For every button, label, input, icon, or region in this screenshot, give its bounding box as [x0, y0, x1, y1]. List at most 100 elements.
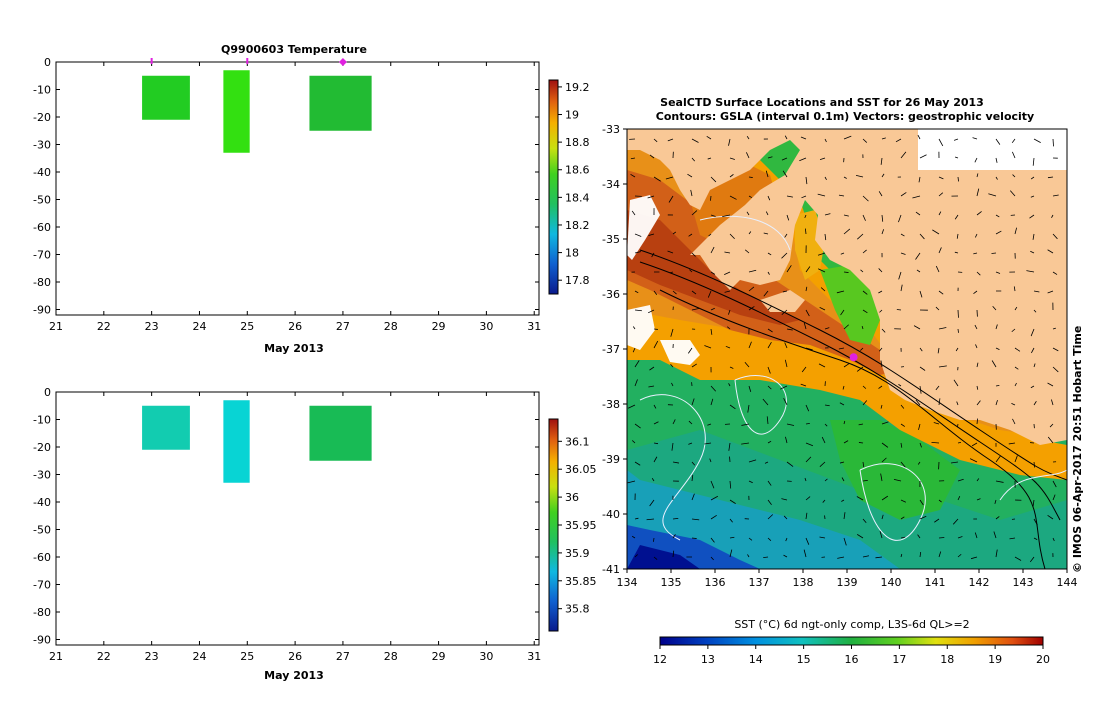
sst-colorbar-tick-label: 14: [749, 653, 763, 666]
lon-tick-label: 143: [1013, 576, 1034, 589]
profile-bar-2: [223, 400, 249, 483]
sst-colorbar-tick-label: 17: [892, 653, 906, 666]
y-tick-label: -20: [33, 111, 51, 124]
map-title: SealCTD Surface Locations and SST for 26…: [660, 96, 984, 109]
x-tick-label: 28: [384, 650, 398, 663]
y-tick-label: -20: [33, 441, 51, 454]
y-tick-label: -10: [33, 84, 51, 97]
velocity-vector: [653, 538, 654, 542]
sst-colorbar-tick-label: 20: [1036, 653, 1050, 666]
lon-tick-label: 134: [617, 576, 638, 589]
sst-colorbar-tick-label: 16: [845, 653, 859, 666]
x-tick-label: 26: [288, 320, 302, 333]
map-image: [627, 129, 1067, 569]
y-tick-label: -80: [33, 276, 51, 289]
colorbar-tick-label: 18: [565, 247, 579, 260]
lat-tick-label: -38: [602, 398, 620, 411]
sealctd-location-markers: [850, 353, 858, 361]
y-tick-label: -70: [33, 579, 51, 592]
colorbar-tick-label: 19: [565, 109, 579, 122]
x-tick-label: 30: [479, 320, 493, 333]
sealctd-location: [850, 353, 858, 361]
x-tick-label: 30: [479, 650, 493, 663]
profile-bar-2: [223, 70, 249, 153]
lon-tick-label: 141: [925, 576, 946, 589]
x-tick-label: 28: [384, 320, 398, 333]
velocity-vector: [859, 442, 863, 443]
x-tick-label: 22: [97, 650, 111, 663]
velocity-vector: [939, 537, 944, 538]
lat-tick-label: -40: [602, 508, 620, 521]
salinity-xlabel: May 2013: [264, 669, 324, 682]
y-tick-label: -30: [33, 139, 51, 152]
velocity-vector: [844, 272, 849, 273]
sst-colorbar: [660, 637, 1043, 645]
y-tick-label: 0: [44, 56, 51, 69]
y-tick-label: -40: [33, 166, 51, 179]
velocity-vector: [897, 309, 901, 310]
sst-colorbar-tick-label: 18: [940, 653, 954, 666]
plot-frame: [56, 62, 539, 315]
x-tick-label: 23: [145, 320, 159, 333]
x-tick-label: 21: [49, 320, 63, 333]
colorbar-tick-label: 18.2: [565, 219, 590, 232]
map-panel: SealCTD Surface Locations and SST for 26…: [602, 96, 1084, 666]
x-tick-label: 24: [192, 650, 206, 663]
temperature-xlabel: May 2013: [264, 342, 324, 355]
y-tick-label: -30: [33, 469, 51, 482]
sst-colorbar-tick-label: 12: [653, 653, 667, 666]
lon-tick-label: 137: [749, 576, 770, 589]
x-tick-label: 27: [336, 650, 350, 663]
lon-tick-label: 136: [705, 576, 726, 589]
y-tick-label: -50: [33, 524, 51, 537]
profile-bar-3: [309, 76, 371, 131]
velocity-vector: [1053, 139, 1054, 146]
y-tick-label: -10: [33, 414, 51, 427]
colorbar-tick-label: 18.8: [565, 136, 590, 149]
colorbar-tick-label: 35.8: [565, 603, 590, 616]
y-tick-label: -50: [33, 194, 51, 207]
salinity-colorbar: [549, 419, 558, 631]
lon-tick-label: 142: [969, 576, 990, 589]
velocity-vector: [958, 329, 959, 333]
y-tick-label: 0: [44, 386, 51, 399]
lat-tick-label: -35: [602, 233, 620, 246]
colorbar-tick-label: 36.05: [565, 463, 597, 476]
lat-tick-label: -39: [602, 453, 620, 466]
y-tick-label: -90: [33, 304, 51, 317]
map-credit: © IMOS 06-Apr-2017 20:51 Hobart Time: [1071, 326, 1084, 573]
colorbar-tick-label: 35.95: [565, 519, 597, 532]
lat-tick-label: -34: [602, 178, 620, 191]
y-tick-label: -80: [33, 606, 51, 619]
lon-tick-label: 135: [661, 576, 682, 589]
colorbar-tick-label: 35.85: [565, 575, 597, 588]
sst-colorbar-label: SST (°C) 6d ngt-only comp, L3S-6d QL>=2: [734, 618, 969, 631]
velocity-vector: [958, 177, 959, 181]
x-tick-label: 23: [145, 650, 159, 663]
x-tick-label: 29: [432, 320, 446, 333]
y-tick-label: -60: [33, 551, 51, 564]
profile-bar-1: [142, 406, 190, 450]
lon-tick-label: 139: [837, 576, 858, 589]
profile-bar-3: [309, 406, 371, 461]
y-tick-label: -60: [33, 221, 51, 234]
lat-tick-label: -36: [602, 288, 620, 301]
temperature-colorbar: [549, 80, 558, 294]
x-tick-label: 24: [192, 320, 206, 333]
lat-tick-label: -41: [602, 563, 620, 576]
x-tick-label: 29: [432, 650, 446, 663]
station-marker: [339, 58, 347, 66]
temperature-title: Q9900603 Temperature: [221, 43, 367, 56]
lon-tick-label: 138: [793, 576, 814, 589]
lat-tick-label: -37: [602, 343, 620, 356]
lon-tick-label: 144: [1057, 576, 1078, 589]
colorbar-tick-label: 18.4: [565, 191, 590, 204]
y-tick-label: -90: [33, 634, 51, 647]
sst-colorbar-tick-label: 15: [797, 653, 811, 666]
